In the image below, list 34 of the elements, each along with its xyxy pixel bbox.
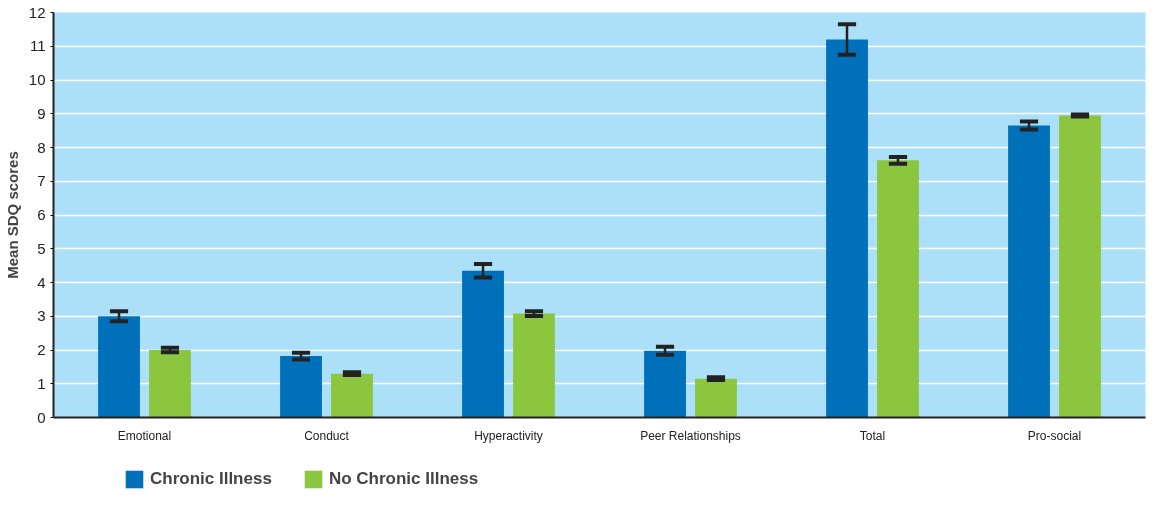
y-tick-label: 7 <box>37 172 46 190</box>
x-tick-label: Peer Relationships <box>640 428 741 443</box>
bar <box>462 270 504 418</box>
bar <box>331 373 373 418</box>
y-tick-label: 9 <box>37 104 46 122</box>
x-tick-label: Hyperactivity <box>474 428 543 443</box>
bar <box>877 160 919 418</box>
y-tick-label: 10 <box>28 71 46 88</box>
y-tick-label: 5 <box>37 239 46 257</box>
bar <box>1008 125 1050 418</box>
bar <box>1059 115 1101 418</box>
bar <box>695 378 737 418</box>
legend-label: No Chronic Illness <box>328 469 479 489</box>
y-tick-label: 6 <box>37 206 46 223</box>
y-tick-label: 3 <box>37 307 46 325</box>
x-tick-label: Emotional <box>117 428 172 443</box>
y-tick-label: 11 <box>29 37 46 55</box>
x-tick-label: Total <box>859 428 886 443</box>
y-axis-title: Mean SDQ scores <box>3 151 21 279</box>
y-tick-label: 2 <box>37 341 46 358</box>
bar <box>513 313 555 418</box>
bar <box>280 356 322 418</box>
x-tick-label: Conduct <box>304 428 350 443</box>
bar <box>149 350 191 418</box>
y-tick-label: 4 <box>37 273 46 291</box>
bar <box>826 39 868 418</box>
y-tick-label: 12 <box>28 3 46 21</box>
x-tick-label: Pro-social <box>1027 428 1082 443</box>
y-tick-label: 0 <box>37 408 46 426</box>
bar <box>98 316 140 418</box>
legend-label: Chronic Illness <box>150 469 272 489</box>
y-tick-label: 1 <box>37 374 46 392</box>
bar <box>644 350 686 418</box>
y-tick-label: 8 <box>37 138 46 156</box>
